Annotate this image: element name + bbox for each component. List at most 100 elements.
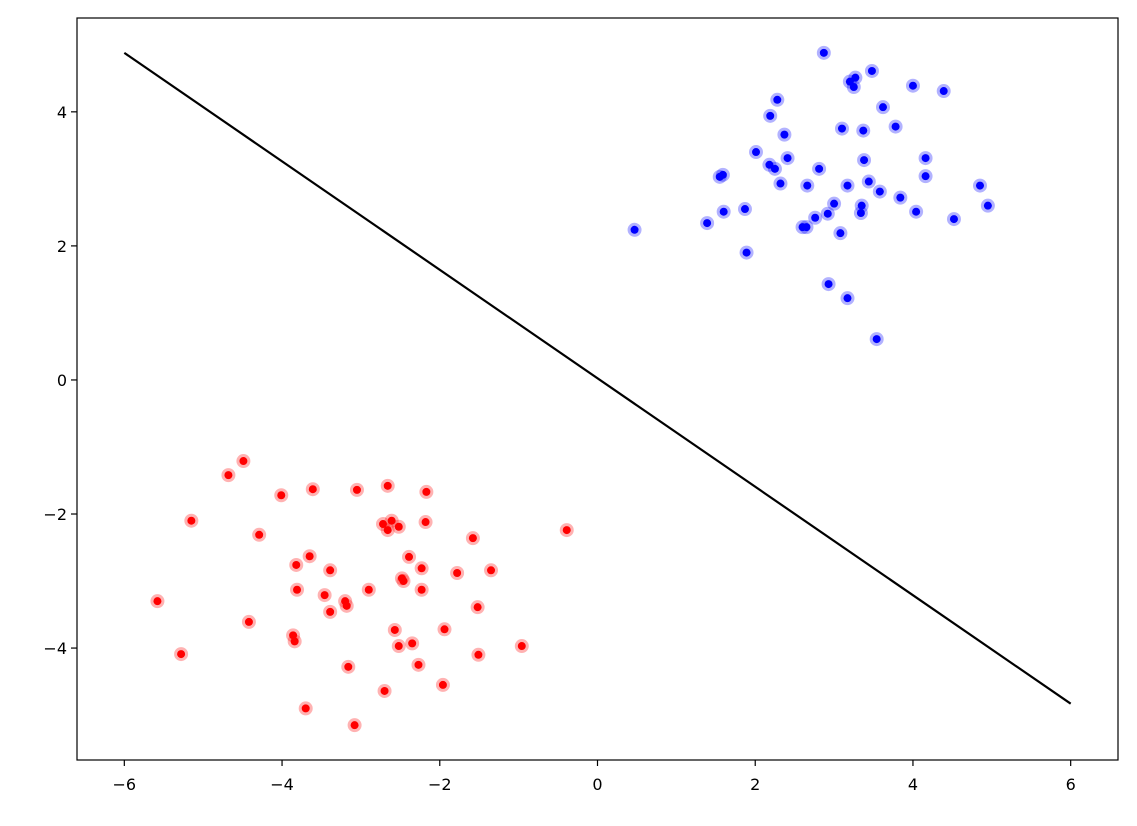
point bbox=[864, 63, 879, 78]
point bbox=[514, 639, 529, 654]
x-tick-label: −2 bbox=[428, 775, 452, 794]
y-tick-label: 0 bbox=[57, 371, 67, 390]
point bbox=[840, 291, 855, 306]
point bbox=[241, 614, 256, 629]
boundary-line bbox=[123, 51, 1072, 705]
point bbox=[380, 523, 395, 538]
point bbox=[305, 482, 320, 497]
point bbox=[414, 582, 429, 597]
point bbox=[396, 574, 411, 589]
point bbox=[471, 647, 486, 662]
point bbox=[715, 167, 730, 182]
point bbox=[339, 598, 354, 613]
point bbox=[387, 622, 402, 637]
point bbox=[834, 121, 849, 136]
point bbox=[762, 157, 777, 172]
point bbox=[627, 222, 642, 237]
y-tick-label: 2 bbox=[57, 237, 67, 256]
point bbox=[391, 639, 406, 654]
point bbox=[174, 647, 189, 662]
point bbox=[411, 657, 426, 672]
point bbox=[418, 515, 433, 530]
point bbox=[289, 557, 304, 572]
point bbox=[559, 523, 574, 538]
x-tick-label: 2 bbox=[750, 775, 760, 794]
point bbox=[770, 92, 785, 107]
point bbox=[349, 482, 364, 497]
point bbox=[274, 488, 289, 503]
point bbox=[236, 454, 251, 469]
point bbox=[833, 226, 848, 241]
plot-area bbox=[123, 45, 1072, 733]
point bbox=[946, 212, 961, 227]
point bbox=[780, 151, 795, 166]
point bbox=[221, 468, 236, 483]
point bbox=[287, 634, 302, 649]
point bbox=[799, 220, 814, 235]
point bbox=[909, 204, 924, 219]
point bbox=[918, 151, 933, 166]
point bbox=[840, 178, 855, 193]
point bbox=[377, 683, 392, 698]
point bbox=[484, 563, 499, 578]
y-tick-label: 4 bbox=[57, 103, 67, 122]
point bbox=[470, 600, 485, 615]
point bbox=[853, 206, 868, 221]
point bbox=[252, 527, 267, 542]
point bbox=[391, 519, 406, 534]
point bbox=[857, 153, 872, 168]
x-tick-label: −4 bbox=[270, 775, 294, 794]
point bbox=[737, 202, 752, 217]
point bbox=[777, 127, 792, 142]
point bbox=[888, 119, 903, 134]
point bbox=[821, 277, 836, 292]
point bbox=[302, 549, 317, 564]
point bbox=[875, 100, 890, 115]
point bbox=[872, 184, 887, 199]
point bbox=[716, 204, 731, 219]
point bbox=[317, 588, 332, 603]
point bbox=[341, 659, 356, 674]
point bbox=[869, 332, 884, 347]
point bbox=[773, 176, 788, 191]
point bbox=[767, 161, 782, 176]
x-tick-label: −6 bbox=[113, 775, 137, 794]
point bbox=[808, 210, 823, 225]
point bbox=[827, 196, 842, 211]
point bbox=[414, 561, 429, 576]
y-tick-label: −2 bbox=[43, 505, 67, 524]
point bbox=[150, 594, 165, 609]
x-tick-label: 6 bbox=[1066, 775, 1076, 794]
point bbox=[298, 701, 313, 716]
point bbox=[749, 145, 764, 160]
point bbox=[856, 123, 871, 138]
point bbox=[384, 513, 399, 528]
point bbox=[184, 513, 199, 528]
point bbox=[816, 45, 831, 60]
point bbox=[323, 563, 338, 578]
point bbox=[375, 517, 390, 532]
point bbox=[435, 677, 450, 692]
point bbox=[739, 245, 754, 260]
point bbox=[905, 78, 920, 93]
point bbox=[846, 80, 861, 95]
x-tick-label: 4 bbox=[908, 775, 918, 794]
point bbox=[465, 531, 480, 546]
point bbox=[972, 178, 987, 193]
point bbox=[437, 622, 452, 637]
point bbox=[323, 604, 338, 619]
point bbox=[419, 484, 434, 499]
point bbox=[918, 169, 933, 184]
point bbox=[812, 161, 827, 176]
point bbox=[936, 84, 951, 99]
y-tick-label: −4 bbox=[43, 639, 67, 658]
point bbox=[848, 70, 863, 85]
x-tick-label: 0 bbox=[592, 775, 602, 794]
point bbox=[980, 198, 995, 213]
point bbox=[893, 190, 908, 205]
point bbox=[763, 108, 778, 123]
point bbox=[700, 216, 715, 231]
point bbox=[405, 636, 420, 651]
